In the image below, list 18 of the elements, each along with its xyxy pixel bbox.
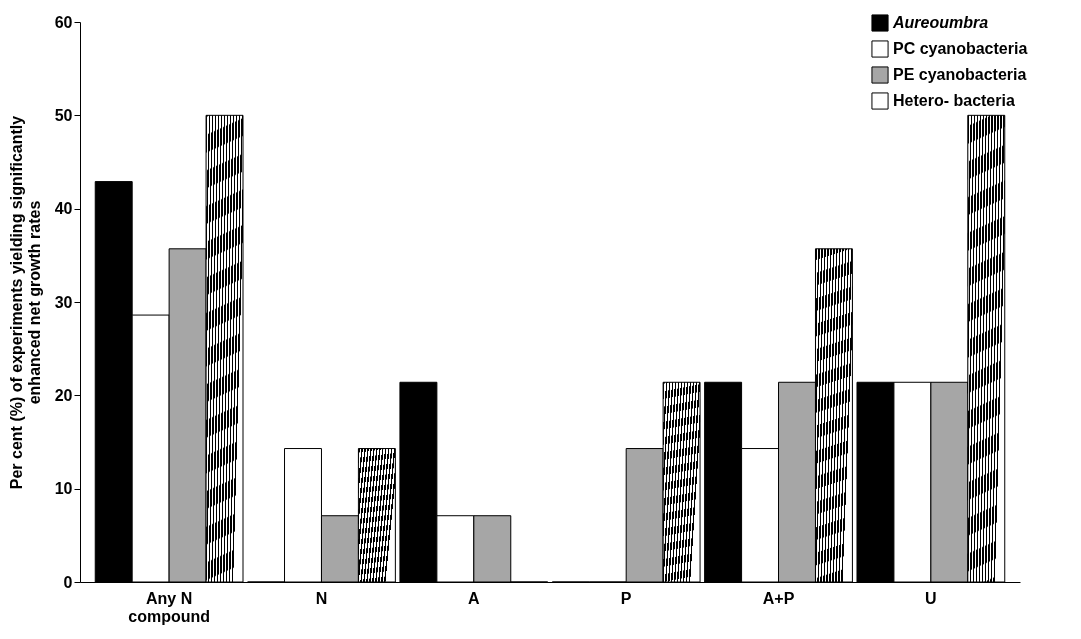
x-tick-label: U: [925, 589, 937, 607]
y-tick-label: 0: [63, 573, 73, 591]
legend-label: Hetero- bacteria: [893, 92, 1015, 109]
legend-label: PE cyanobacteria: [893, 66, 1027, 83]
legend-label: Aureoumbra: [892, 14, 989, 31]
x-tick-label: Any N compound: [128, 589, 211, 625]
y-tick-label: 60: [54, 13, 73, 31]
legend-label: PC cyanobacteria: [893, 40, 1028, 57]
y-axis-title: Per cent (%) of experiments yielding significantly enhanced net growth rates: [7, 115, 43, 490]
x-tick-label: N: [315, 589, 328, 607]
y-tick-label: 10: [54, 480, 73, 498]
y-tick-label: 20: [54, 386, 73, 404]
x-tick-label: A+P: [762, 589, 795, 607]
y-tick-label: 30: [54, 293, 73, 311]
x-tick-label: A: [468, 589, 481, 607]
x-tick-label: P: [620, 589, 632, 607]
y-tick-label: 50: [54, 106, 73, 124]
y-tick-label: 40: [54, 200, 73, 218]
